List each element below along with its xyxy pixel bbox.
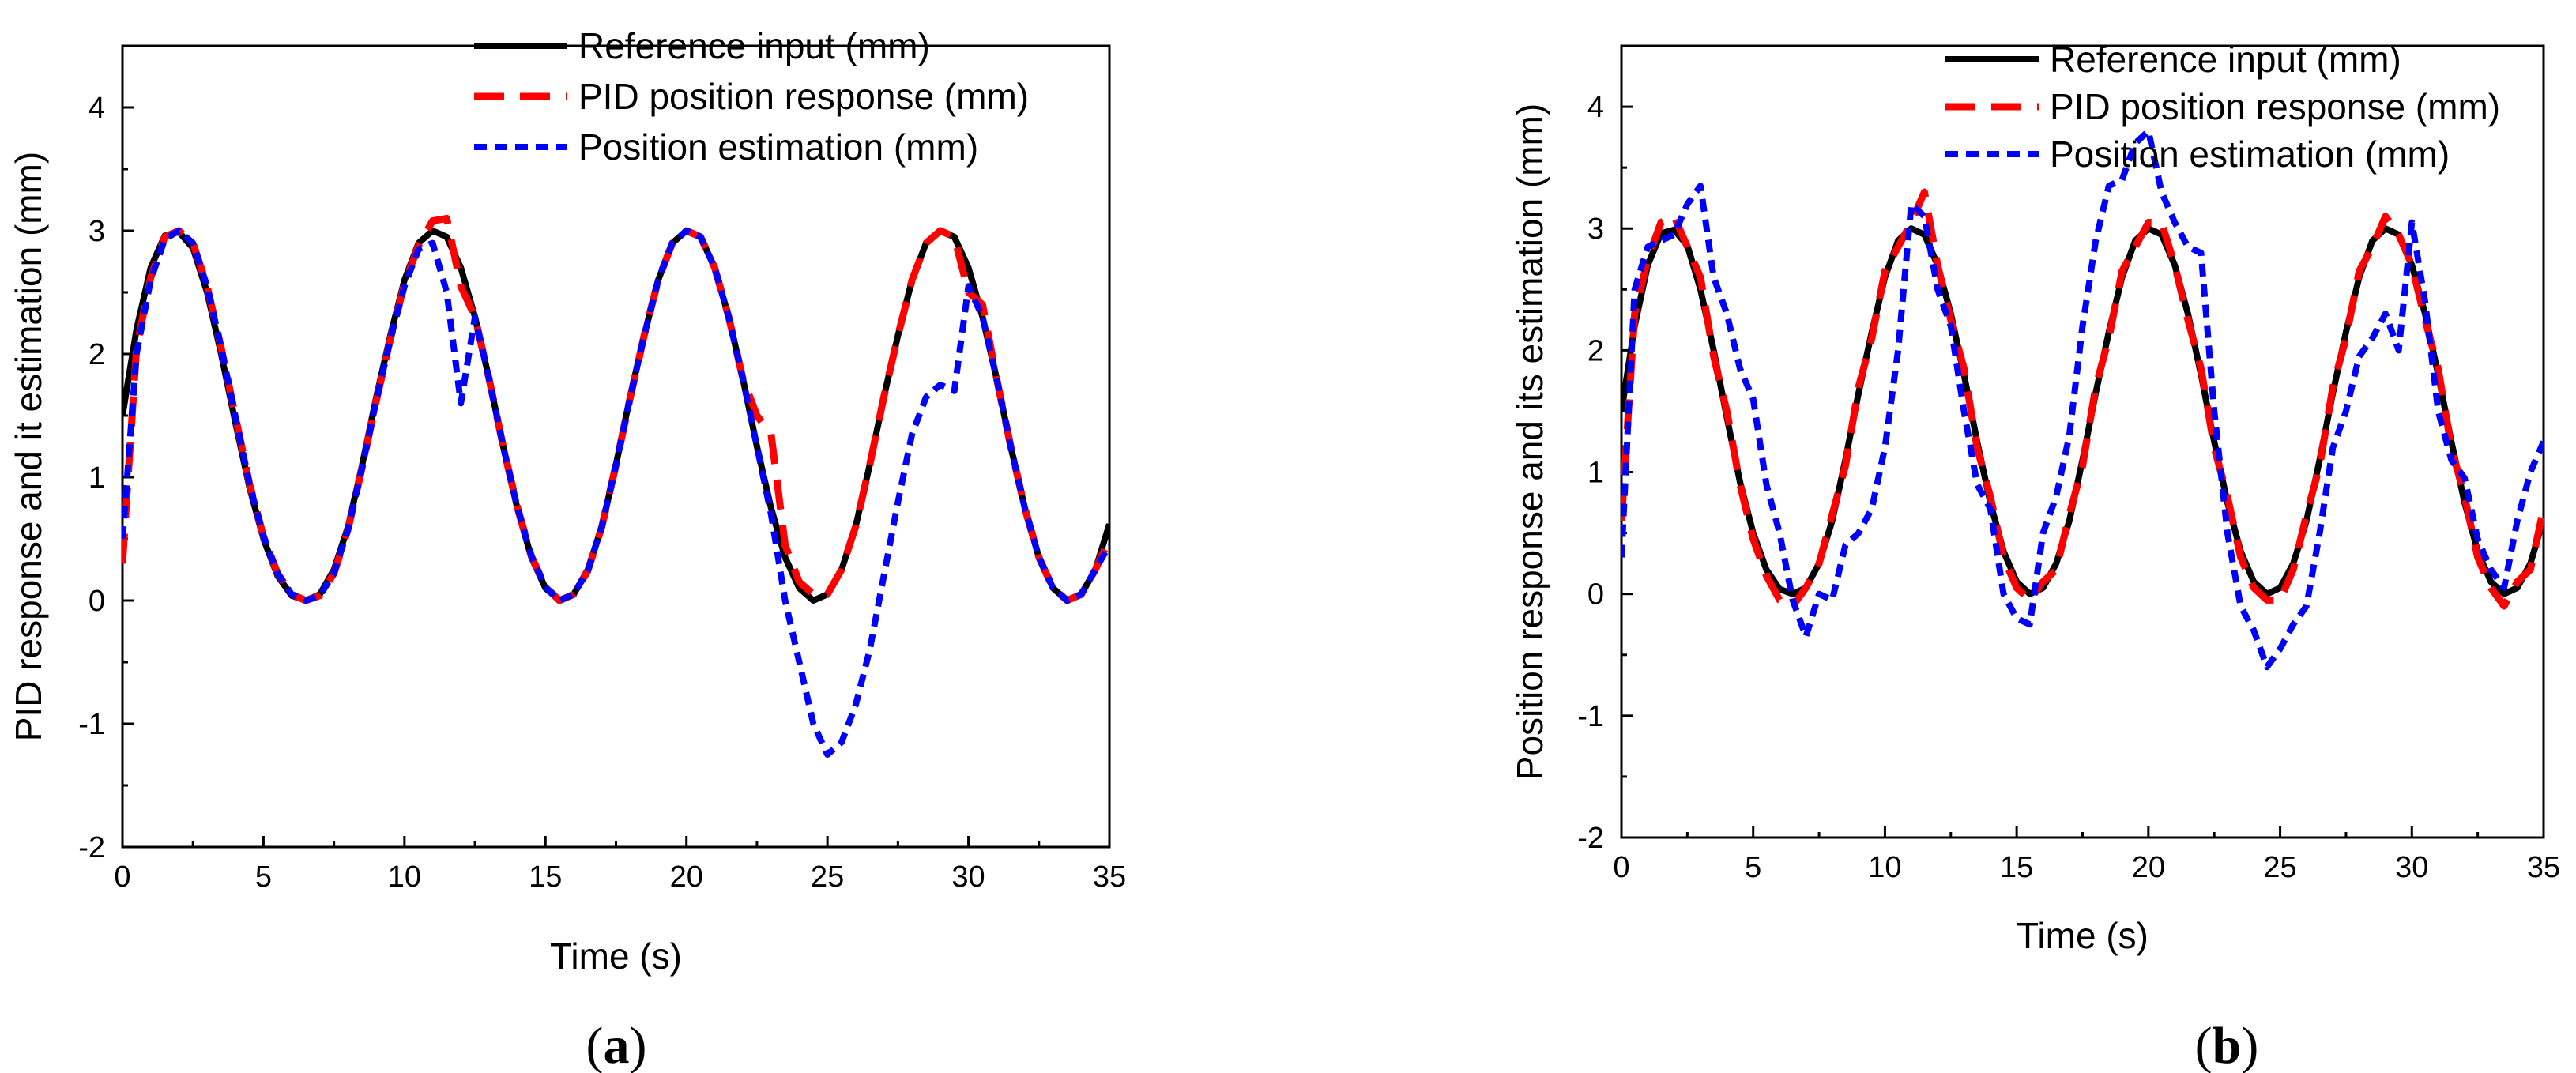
y-tick-label: 2 (89, 338, 105, 371)
y-axis-title: Position response and its estimation (mm… (1509, 104, 1550, 780)
y-tick-label: 1 (1587, 457, 1604, 490)
caption-letter: b (2213, 1017, 2242, 1073)
legend-label: PID position response (mm) (578, 76, 1029, 117)
series-line-solid (1621, 225, 2544, 597)
legend-label: Position estimation (mm) (2050, 134, 2450, 175)
y-tick-label: 4 (1587, 91, 1604, 124)
caption-close: ) (2241, 1017, 2258, 1073)
caption-open: ( (2195, 1017, 2213, 1073)
series-line-solid (122, 228, 1109, 604)
y-tick-label: -2 (78, 831, 105, 864)
y-tick-label: -1 (78, 708, 105, 741)
series-line-dot (1621, 127, 2544, 671)
x-tick-label: 30 (2395, 851, 2428, 884)
y-tick-label: 0 (1587, 578, 1604, 612)
x-tick-label: 20 (2132, 851, 2165, 884)
x-axis-title: Time (s) (2017, 915, 2149, 956)
x-tick-label: 15 (529, 860, 562, 894)
x-tick-label: 10 (388, 860, 421, 894)
x-tick-label: 20 (670, 860, 703, 894)
y-tick-label: 3 (89, 215, 105, 248)
y-tick-label: 4 (89, 92, 105, 125)
x-axis-title: Time (s) (550, 936, 682, 977)
series-group (1621, 127, 2544, 671)
y-axis-title: PID response and it estimation (mm) (8, 152, 49, 742)
x-tick-label: 15 (2000, 851, 2033, 884)
series-line-dash (122, 214, 1109, 604)
legend: Reference input (mm) PID position respons… (1945, 39, 2500, 175)
legend-label: PID position response (mm) (2050, 86, 2500, 127)
x-tick-label: 35 (2527, 851, 2560, 884)
legend: Reference input (mm) PID position respons… (474, 25, 1029, 168)
x-tick-label: 25 (811, 860, 844, 894)
series-line-dash (1621, 188, 2544, 610)
y-tick-label: 2 (1587, 334, 1604, 367)
x-tick-label: 10 (1868, 851, 1901, 884)
y-tick-label: 3 (1587, 213, 1604, 246)
series-group (122, 214, 1109, 758)
panel-b: 0 5 10 15 20 25 30 35 -2 -1 0 1 2 3 4 Time (s) Position … (1509, 39, 2560, 1073)
y-tick-label: -1 (1577, 700, 1604, 733)
y-tick-label: 1 (89, 461, 105, 495)
legend-label: Position estimation (mm) (578, 126, 978, 168)
caption-open: ( (586, 1017, 604, 1073)
caption-close: ) (630, 1017, 647, 1073)
x-tick-label: 0 (114, 860, 130, 894)
x-tick-label: 0 (1613, 851, 1629, 884)
x-tick-label: 5 (1745, 851, 1761, 884)
panel-a: 0 5 10 15 20 25 30 35 -2 -1 0 1 2 3 4 Time (s) PID respo… (8, 25, 1126, 1073)
x-tick-label: 5 (255, 860, 272, 894)
y-tick-label: -2 (1577, 822, 1604, 855)
x-tick-label: 25 (2263, 851, 2296, 884)
caption-letter: a (604, 1017, 630, 1073)
legend-label: Reference input (mm) (2050, 39, 2401, 80)
series-line-dot (122, 228, 1109, 758)
panel-caption: (a) (586, 1017, 647, 1073)
x-tick-label: 30 (951, 860, 985, 894)
y-tick-label: 0 (89, 585, 105, 618)
x-tick-label: 35 (1093, 860, 1126, 894)
panel-caption: (b) (2195, 1017, 2259, 1073)
legend-label: Reference input (mm) (578, 25, 930, 66)
